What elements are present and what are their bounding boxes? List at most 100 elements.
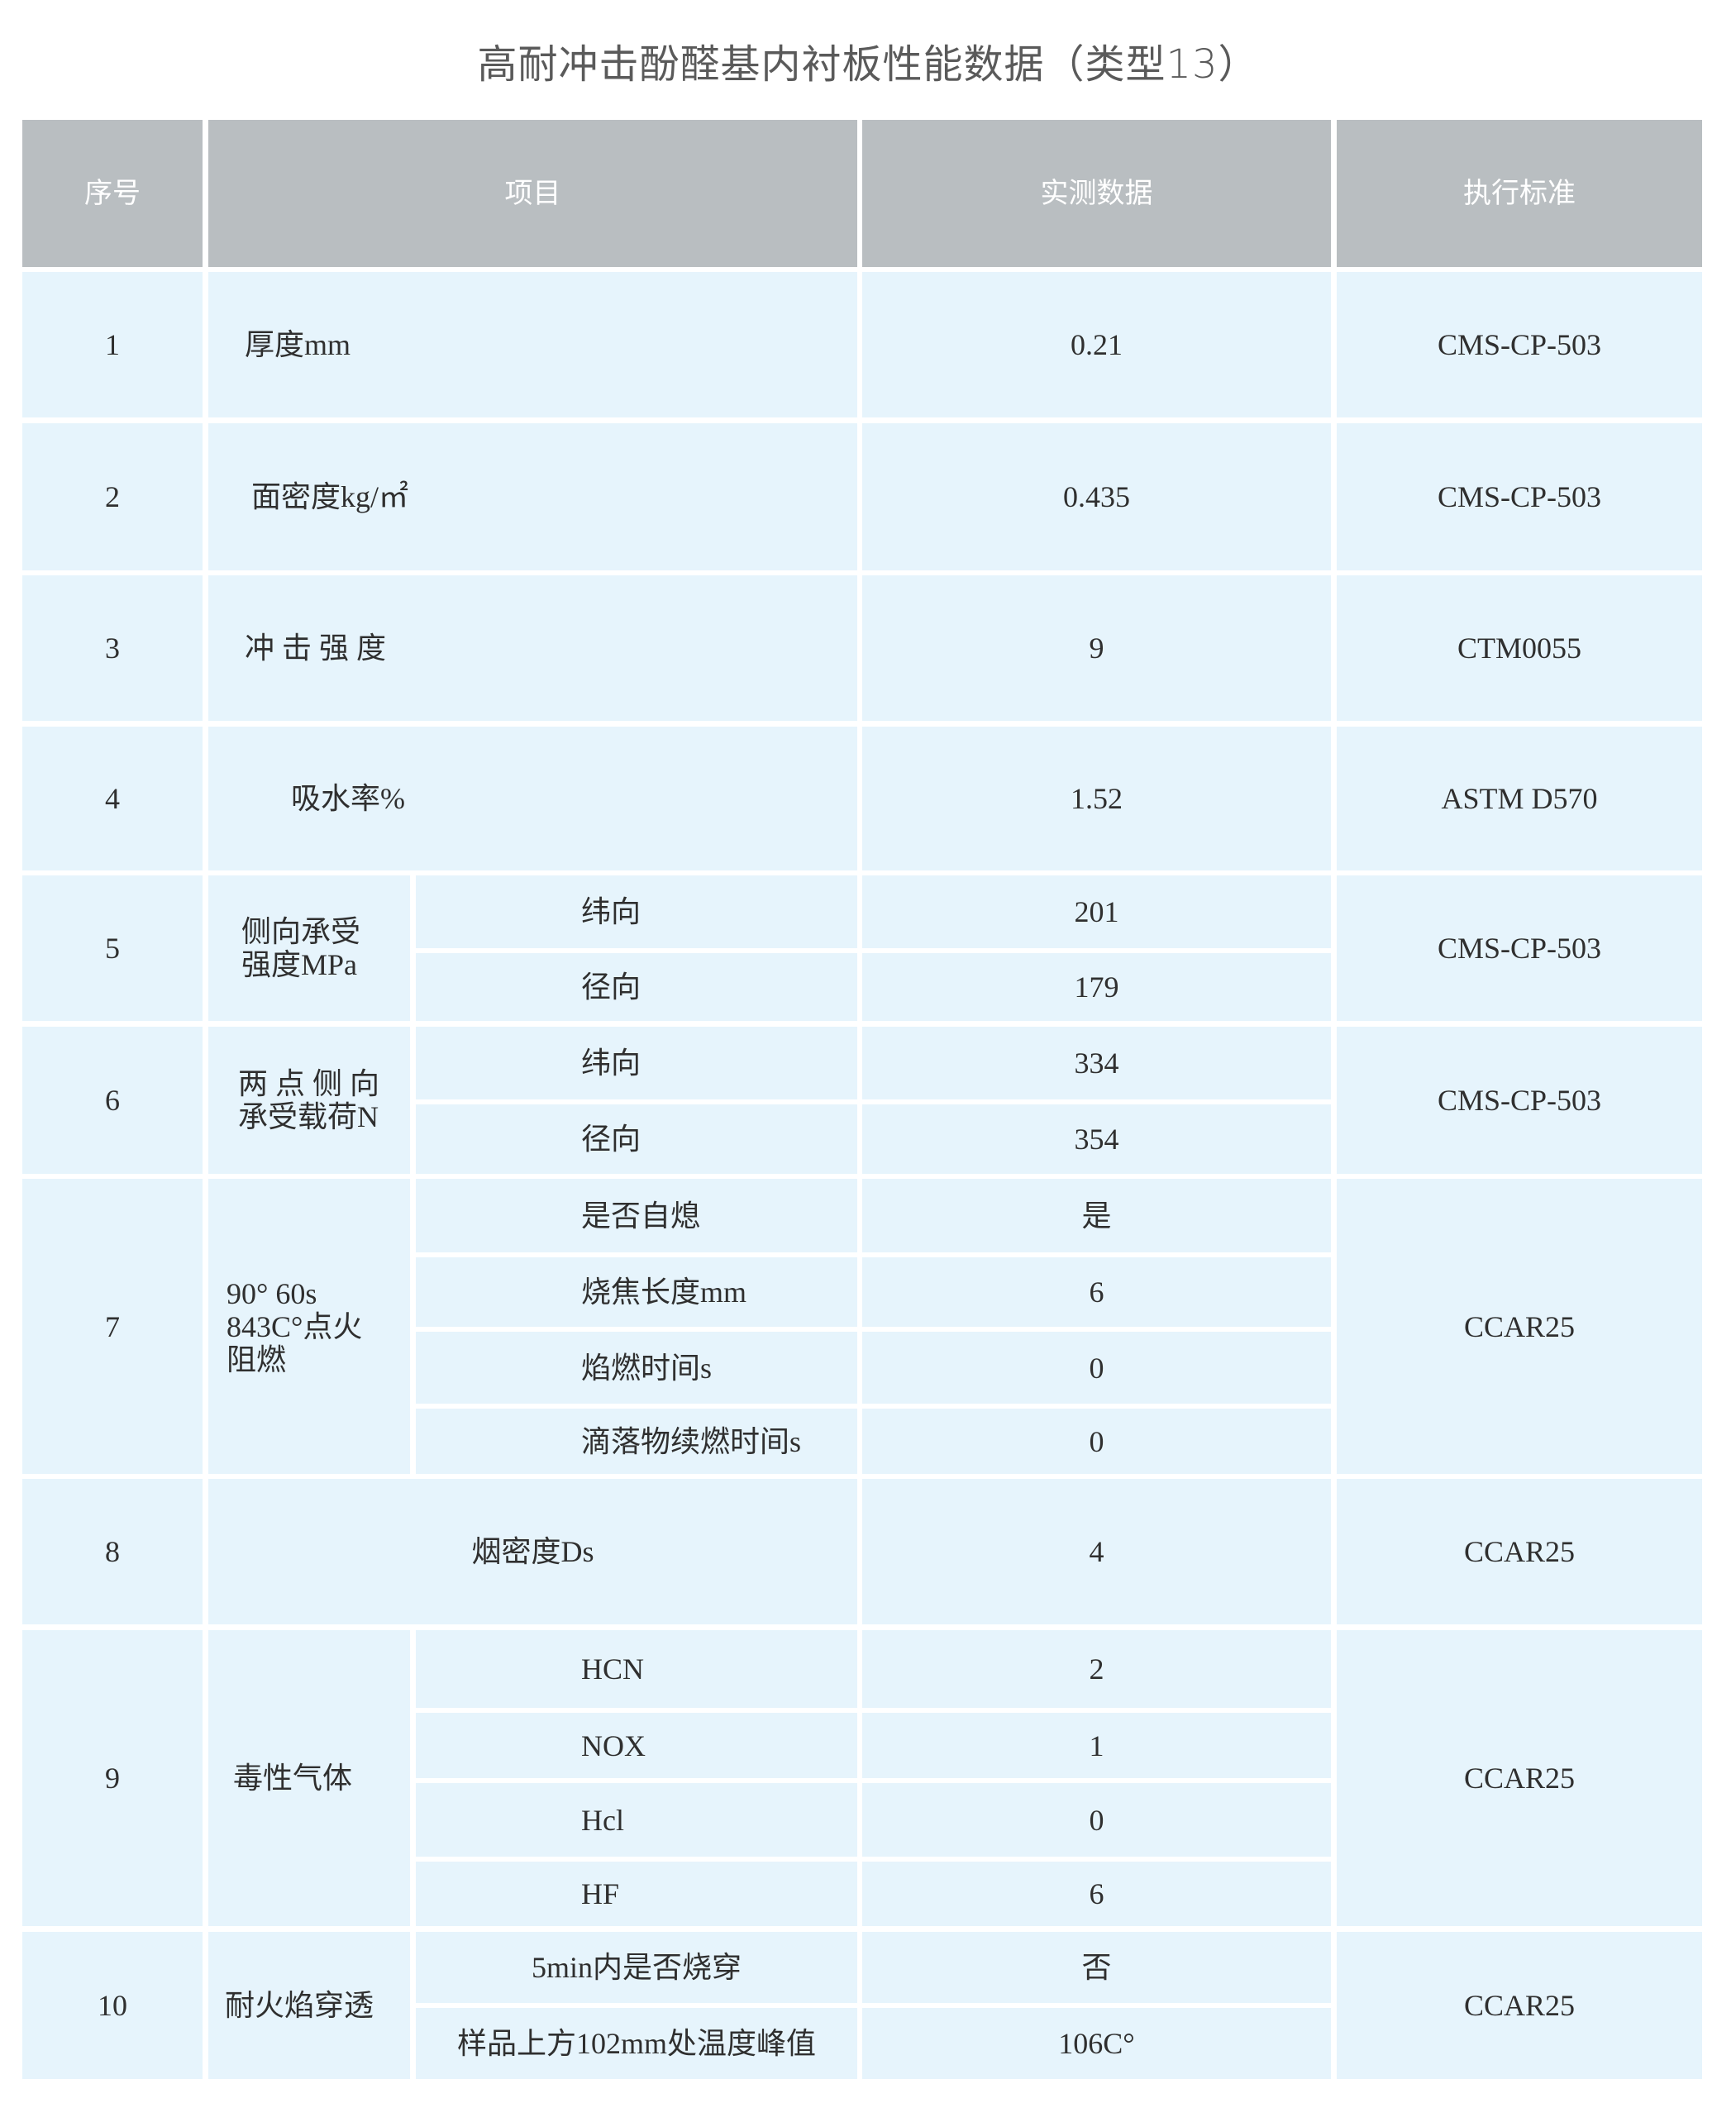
row-item: 面密度kg/㎡	[208, 423, 857, 570]
row-standard: CMS-CP-503	[1337, 423, 1702, 570]
sub-item-value-text: 是	[1081, 1199, 1112, 1233]
row-standard: CMS-CP-503	[1337, 272, 1702, 417]
row-item: 吸水率%	[208, 727, 857, 870]
row-standard-text: CCAR25	[1463, 1762, 1576, 1795]
sub-item-value: 0	[862, 1783, 1331, 1857]
row-item: 毒性气体	[208, 1630, 410, 1926]
row-value: 0.21	[862, 272, 1331, 417]
sub-item-value-text: 179	[1074, 970, 1119, 1004]
row-item-text: 厚度mm	[245, 328, 351, 361]
sub-item-label-text: 纬向	[581, 895, 641, 928]
sub-item-value-text: 2	[1089, 1652, 1104, 1686]
row-number: 2	[22, 423, 203, 570]
sub-item-label: 纬向	[416, 1027, 857, 1099]
row-number: 1	[22, 272, 203, 417]
row-number-text: 1	[105, 328, 120, 361]
row-standard: ASTM D570	[1337, 727, 1702, 870]
row-standard: CCAR25	[1337, 1630, 1702, 1926]
row-standard: CMS-CP-503	[1337, 1027, 1702, 1174]
sub-item-value-text: 201	[1074, 895, 1119, 928]
row-standard-text: CTM0055	[1457, 632, 1581, 665]
row-item: 厚度mm	[208, 272, 857, 417]
row-number-text: 6	[105, 1084, 120, 1117]
row-number-text: 7	[105, 1309, 120, 1343]
sub-item-value: 0	[862, 1332, 1331, 1404]
sub-item-value-text: 334	[1074, 1047, 1119, 1080]
header-standard-text: 执行标准	[1463, 177, 1576, 210]
sub-item-value: 1	[862, 1713, 1331, 1778]
row-value-text: 4	[1089, 1535, 1104, 1568]
row-item-text: 耐火焰穿透	[225, 1989, 374, 2022]
row-standard: CCAR25	[1337, 1179, 1702, 1474]
sub-item-label: 纬向	[416, 875, 857, 948]
sub-item-value: 179	[862, 953, 1331, 1021]
sub-item-label: HF	[416, 1862, 857, 1926]
sub-item-value: 201	[862, 875, 1331, 948]
row-value: 0.435	[862, 423, 1331, 570]
sub-item-label: NOX	[416, 1713, 857, 1778]
row-item-text: 面密度kg/㎡	[251, 480, 409, 513]
row-standard-text: ASTM D570	[1441, 782, 1598, 815]
sub-item-label-text: 纬向	[581, 1047, 641, 1080]
row-number: 6	[22, 1027, 203, 1174]
sub-item-value-text: 6	[1089, 1276, 1104, 1309]
row-item: 90° 60s 843C°点火 阻燃	[208, 1179, 410, 1474]
row-value-text: 9	[1089, 632, 1104, 665]
sub-item-label-text: 径向	[581, 1123, 641, 1156]
sub-item-value-text: 354	[1074, 1123, 1119, 1156]
sub-item-label-text: 滴落物续燃时间s	[581, 1424, 802, 1458]
sub-item-label: 烧焦长度mm	[416, 1257, 857, 1327]
sub-item-value: 否	[862, 1932, 1331, 2003]
row-item-text: 烟密度Ds	[471, 1535, 594, 1568]
header-value-text: 实测数据	[1040, 177, 1153, 210]
row-item-text: 90° 60s 843C°点火 阻燃	[227, 1276, 363, 1376]
sub-item-value-text: 0	[1089, 1803, 1104, 1837]
sub-item-label-text: HCN	[581, 1652, 645, 1686]
sub-item-value-text: 0	[1089, 1351, 1104, 1385]
row-standard: CTM0055	[1337, 575, 1702, 721]
row-number: 8	[22, 1479, 203, 1624]
row-number-text: 4	[105, 782, 120, 815]
row-item-text: 侧向承受 强度MPa	[241, 915, 361, 981]
row-value-text: 1.52	[1071, 782, 1123, 815]
sub-item-label-text: HF	[581, 1877, 620, 1910]
sub-item-label-text: NOX	[581, 1729, 646, 1762]
row-item: 烟密度Ds	[208, 1479, 857, 1624]
row-number-text: 10	[98, 1989, 127, 2022]
header-item-text: 项目	[504, 177, 561, 210]
row-item: 两 点 侧 向 承受载荷N	[208, 1027, 410, 1174]
sub-item-label: 焰燃时间s	[416, 1332, 857, 1404]
sub-item-label-text: 是否自熄	[581, 1199, 701, 1233]
sub-item-label-text: 焰燃时间s	[581, 1351, 713, 1385]
row-number-text: 9	[105, 1762, 120, 1795]
sub-item-value: 是	[862, 1179, 1331, 1252]
row-number-text: 5	[105, 932, 120, 965]
row-standard-text: CCAR25	[1463, 1989, 1576, 2022]
sub-item-value-text: 0	[1089, 1424, 1104, 1458]
row-value: 9	[862, 575, 1331, 721]
sub-item-label: 是否自熄	[416, 1179, 857, 1252]
sub-item-value: 0	[862, 1409, 1331, 1474]
row-number: 7	[22, 1179, 203, 1474]
row-item: 冲 击 强 度	[208, 575, 857, 721]
sub-item-value: 106C°	[862, 2008, 1331, 2079]
row-value: 4	[862, 1479, 1331, 1624]
sub-item-label-text: 5min内是否烧穿	[531, 1951, 742, 1984]
sub-item-value-text: 否	[1081, 1951, 1112, 1984]
header-value: 实测数据	[862, 120, 1331, 267]
sub-item-value: 354	[862, 1104, 1331, 1174]
sub-item-label-text: Hcl	[581, 1803, 624, 1837]
sub-item-value-text: 6	[1089, 1877, 1104, 1910]
row-value-text: 0.435	[1063, 480, 1130, 513]
sub-item-label: 5min内是否烧穿	[416, 1932, 857, 2003]
row-item: 耐火焰穿透	[208, 1932, 410, 2079]
sub-item-value: 2	[862, 1630, 1331, 1708]
row-number: 10	[22, 1932, 203, 2079]
row-item-text: 冲 击 强 度	[245, 632, 387, 665]
row-item-text: 吸水率%	[291, 782, 405, 815]
row-item-text: 两 点 侧 向 承受载荷N	[238, 1067, 380, 1133]
sub-item-value: 334	[862, 1027, 1331, 1099]
sub-item-value: 6	[862, 1257, 1331, 1327]
header-standard: 执行标准	[1337, 120, 1702, 267]
row-standard-text: CCAR25	[1463, 1309, 1576, 1343]
